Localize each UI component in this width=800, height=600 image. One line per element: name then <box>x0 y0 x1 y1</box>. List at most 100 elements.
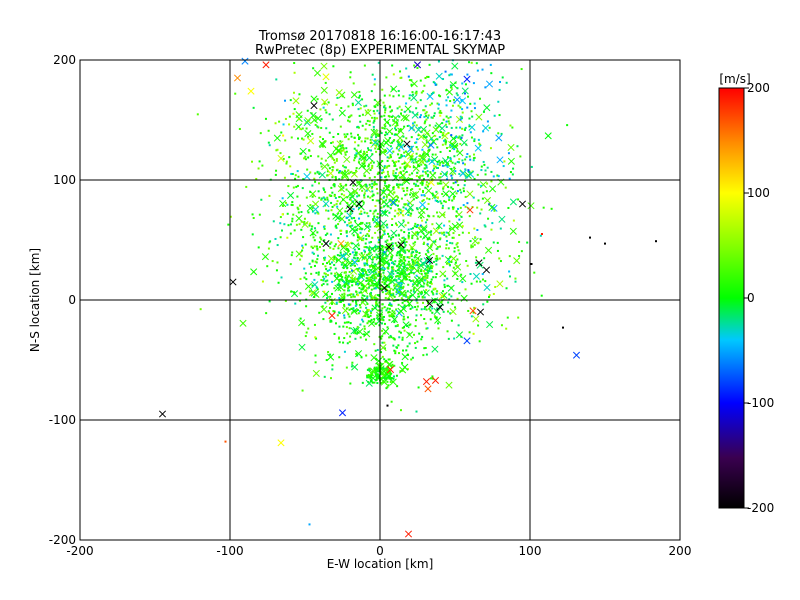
data-point <box>368 249 371 252</box>
data-point <box>502 165 505 168</box>
data-point <box>432 194 435 197</box>
y-tick-label: -100 <box>49 413 76 427</box>
data-point <box>261 280 264 283</box>
data-point <box>335 302 338 305</box>
data-point <box>349 198 352 201</box>
data-point <box>279 236 282 239</box>
data-point <box>388 157 391 160</box>
data-point <box>276 148 279 151</box>
data-point <box>292 213 295 216</box>
data-point <box>317 190 320 193</box>
data-point <box>376 303 379 306</box>
data-point <box>417 295 420 298</box>
data-point <box>438 159 441 162</box>
data-point <box>382 249 385 252</box>
data-point <box>444 200 447 203</box>
data-point <box>384 279 387 282</box>
data-point <box>470 136 473 139</box>
data-point <box>326 196 329 199</box>
data-point <box>339 284 342 287</box>
data-point <box>420 216 423 219</box>
data-point <box>346 133 349 136</box>
data-point <box>340 263 343 266</box>
data-point <box>421 148 424 151</box>
data-point <box>300 220 303 223</box>
data-point <box>435 263 438 266</box>
data-point <box>354 219 357 222</box>
data-point <box>293 108 296 111</box>
data-point <box>358 206 361 209</box>
data-point <box>496 249 499 252</box>
data-point <box>416 101 419 104</box>
data-point <box>323 239 326 242</box>
data-point <box>369 292 372 295</box>
data-point <box>415 175 418 178</box>
data-point <box>427 145 430 148</box>
data-point <box>377 162 380 165</box>
data-point <box>411 111 419 119</box>
data-point <box>403 110 406 113</box>
data-point <box>273 134 281 142</box>
data-point <box>451 222 459 230</box>
data-point <box>316 254 319 257</box>
data-point <box>419 153 427 161</box>
data-point <box>398 267 401 270</box>
data-point <box>347 116 350 119</box>
data-point <box>432 126 440 134</box>
data-point <box>353 295 356 298</box>
data-point <box>413 61 422 69</box>
data-point <box>382 367 385 370</box>
data-point <box>387 264 390 267</box>
data-point <box>456 94 459 97</box>
data-point <box>247 87 255 95</box>
data-point <box>333 204 336 207</box>
data-point <box>310 289 318 297</box>
data-point <box>487 295 490 298</box>
data-point <box>402 277 405 280</box>
data-point <box>424 253 427 256</box>
data-point <box>368 241 371 244</box>
data-point <box>390 201 393 204</box>
data-point <box>313 323 316 326</box>
data-point <box>398 115 401 118</box>
data-point <box>419 116 422 119</box>
data-point <box>399 76 402 79</box>
data-point <box>384 246 387 249</box>
data-point <box>374 271 377 274</box>
data-point <box>339 232 342 235</box>
data-point <box>360 239 363 242</box>
data-point <box>400 280 403 283</box>
data-point <box>296 170 299 173</box>
data-point <box>505 287 508 290</box>
data-point <box>428 134 436 142</box>
data-point <box>448 293 451 296</box>
data-point <box>508 255 511 258</box>
data-point <box>344 265 347 268</box>
data-point <box>447 132 450 135</box>
data-point <box>356 268 359 271</box>
data-point <box>329 246 332 249</box>
data-point <box>469 158 472 161</box>
data-point <box>430 278 433 281</box>
data-point <box>314 172 317 175</box>
data-point <box>351 224 354 227</box>
data-point <box>445 239 448 242</box>
data-point <box>405 137 408 140</box>
data-point <box>461 225 464 228</box>
data-point <box>391 266 394 269</box>
data-point <box>468 61 471 64</box>
data-point <box>405 67 408 70</box>
data-point <box>363 192 366 195</box>
data-point <box>303 217 306 220</box>
data-point <box>355 303 358 306</box>
data-point <box>374 371 377 374</box>
data-point <box>410 253 413 256</box>
data-point <box>402 206 405 209</box>
data-point <box>397 250 400 253</box>
data-point <box>504 186 507 189</box>
data-point <box>304 272 307 275</box>
data-point <box>427 271 430 274</box>
data-point <box>392 292 395 295</box>
data-point <box>437 327 440 330</box>
data-point <box>381 172 384 175</box>
